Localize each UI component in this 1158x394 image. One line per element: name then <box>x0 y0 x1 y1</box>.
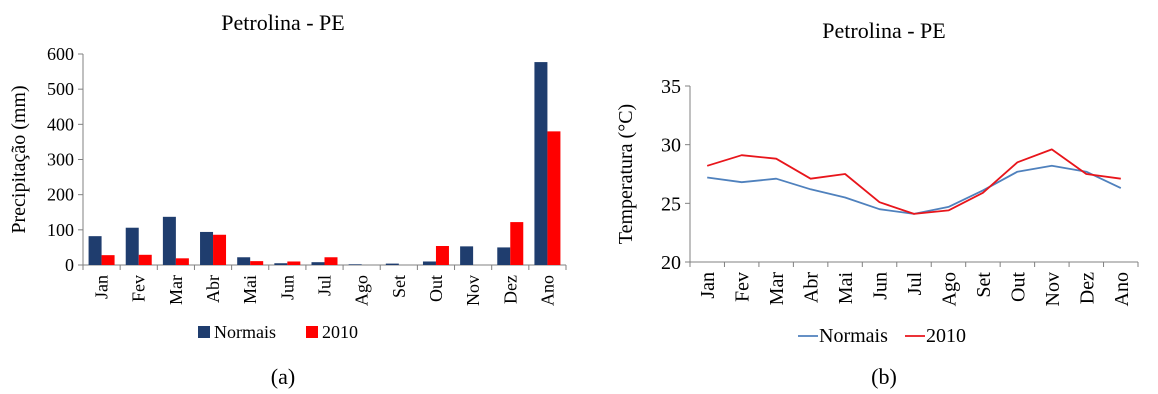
chart-a-bar-normais-out <box>422 261 436 265</box>
chart-a-y-tick-label: 600 <box>47 44 74 64</box>
panel-label-b: (b) <box>871 364 897 389</box>
chart-a-bar-2010-mai <box>250 261 264 265</box>
chart-a-bar-normais-nov <box>460 246 474 265</box>
chart-a-bar-normais-set <box>385 263 399 265</box>
chart-a-bar-2010-fev <box>138 254 152 265</box>
chart-a-x-tick-label: Nov <box>463 275 483 306</box>
chart-b-title: Petrolina - PE <box>822 18 945 43</box>
panel-label-a: (a) <box>271 364 295 389</box>
chart-b-x-tick-label: Dez <box>1076 272 1098 304</box>
chart-a-bar-normais-dez <box>497 247 511 265</box>
chart-a-y-tick-label: 0 <box>65 255 74 275</box>
chart-b-y-tick-label: 30 <box>661 135 681 157</box>
chart-a-x-tick-label: Abr <box>203 275 223 303</box>
chart-b-x-tick-label: Ano <box>1111 272 1133 306</box>
chart-b-y-tick-label: 35 <box>661 76 681 98</box>
precipitation-bar-chart: Petrolina - PE 0 100 200 300 400 500 600 Precipi… <box>8 10 567 342</box>
chart-a-x-tick-label: Ano <box>537 275 557 306</box>
chart-a-x-tick-label: Fev <box>129 275 149 302</box>
chart-b-y-tick-label: 20 <box>661 252 681 274</box>
chart-a-bar-normais-ago <box>348 264 362 265</box>
chart-b-x-tick-label: Fev <box>732 272 754 302</box>
chart-b-line-2010 <box>706 148 1121 215</box>
chart-b-y-axis-label: Temperatura (°C) <box>615 104 637 244</box>
chart-a-bar-2010-jan <box>101 255 115 265</box>
chart-b-y-tick-label: 25 <box>661 193 681 215</box>
chart-b-x-tick-label: Ago <box>938 272 960 306</box>
chart-a-x-tick-label: Ago <box>352 275 372 306</box>
chart-a-x-tick-label: Dez <box>500 275 520 304</box>
chart-a-x-tick-label: Out <box>426 275 446 302</box>
chart-a-legend-swatch-2010 <box>306 326 318 338</box>
chart-a-x-tick-label: Jun <box>277 275 297 300</box>
chart-b-x-tick-label: Jun <box>870 272 892 300</box>
temperature-line-chart: Petrolina - PE 20 25 30 35 Temperatura (°C) Ja… <box>615 18 1139 347</box>
chart-a-y-tick-label: 100 <box>47 220 74 240</box>
chart-b-legend-label-normais: Normais <box>819 325 888 347</box>
chart-b-line-normais <box>707 164 1122 215</box>
chart-a-bar-2010-abr <box>213 234 227 265</box>
chart-a-bar-normais-jan <box>88 236 102 265</box>
chart-a-bar-normais-abr <box>200 231 214 265</box>
chart-a-bar-2010-mar <box>175 258 189 265</box>
chart-a-y-tick-label: 200 <box>47 185 74 205</box>
chart-a-x-tick-label: Mar <box>166 275 186 305</box>
chart-a-y-tick-label: 500 <box>47 79 74 99</box>
chart-a-bar-2010-jul <box>324 257 338 265</box>
chart-a-bar-2010-dez <box>510 222 524 265</box>
chart-b-x-tick-label: Jan <box>697 272 719 299</box>
chart-a-bar-normais-jul <box>311 262 325 265</box>
chart-a-bar-normais-mai <box>237 257 251 265</box>
chart-a-bar-normais-ano <box>534 62 548 265</box>
chart-b-x-tick-label: Mai <box>835 272 857 305</box>
chart-a-y-axis-label: Precipitação (mm) <box>8 85 30 233</box>
chart-b-x-tick-label: Nov <box>1042 272 1064 306</box>
chart-a-legend-label-normais: Normais <box>214 322 276 342</box>
chart-b-x-tick-label: Mar <box>766 272 788 306</box>
chart-b-x-tick-label: Abr <box>801 272 823 303</box>
chart-a-x-tick-label: Set <box>389 275 409 298</box>
chart-a-bar-2010-out <box>435 246 449 265</box>
chart-a-bar-normais-fev <box>125 227 139 265</box>
chart-a-x-tick-label: Jan <box>92 275 112 299</box>
chart-a-x-tick-label: Jul <box>315 275 335 296</box>
chart-a-bar-2010-ano <box>547 131 561 265</box>
chart-b-legend-label-2010: 2010 <box>926 325 966 347</box>
chart-b-x-tick-label: Set <box>973 272 995 298</box>
chart-b-x-tick-label: Out <box>1007 272 1029 302</box>
chart-a-bar-normais-jun <box>274 263 288 265</box>
chart-a-title: Petrolina - PE <box>221 10 344 35</box>
chart-a-bar-2010-jun <box>287 261 301 265</box>
chart-a-x-tick-label: Mai <box>240 275 260 304</box>
chart-a-y-tick-label: 300 <box>47 150 74 170</box>
chart-a-legend-swatch-normais <box>198 326 210 338</box>
chart-a-legend-label-2010: 2010 <box>322 322 358 342</box>
chart-a-y-tick-label: 400 <box>47 114 74 134</box>
chart-a-bar-normais-mar <box>162 216 176 265</box>
chart-b-x-tick-label: Jul <box>904 272 926 296</box>
